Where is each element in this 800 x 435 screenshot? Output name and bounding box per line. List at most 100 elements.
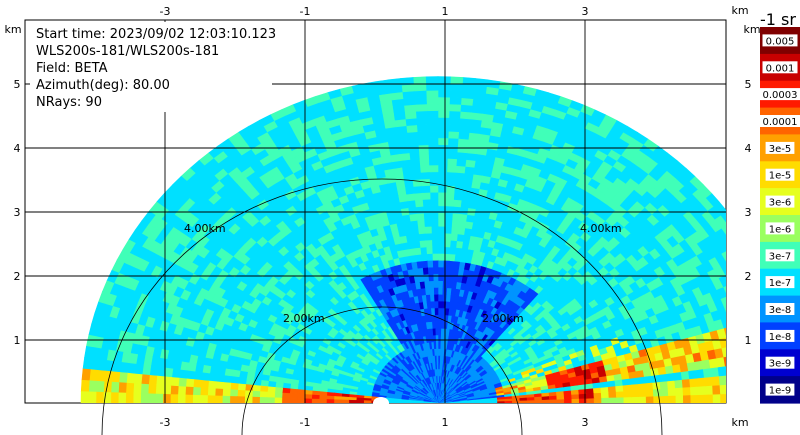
range-gate-cell (214, 395, 223, 403)
range-gate-cell (586, 397, 595, 403)
range-gate-cell (411, 172, 422, 181)
range-gate-cell (425, 239, 433, 248)
range-gate-cell (427, 266, 434, 275)
svg-text:3: 3 (745, 206, 752, 219)
range-gate-cell (447, 266, 454, 275)
range-gate-cell (449, 83, 463, 92)
range-gate-cell (437, 157, 448, 166)
range-gate-cell (433, 293, 439, 302)
range-gate-cell (644, 382, 654, 391)
range-gate-cell (637, 389, 647, 397)
range-gate-cell (742, 311, 752, 323)
range-gate-cell (630, 389, 640, 398)
range-gate-cell (155, 384, 164, 395)
range-gate-cell (682, 386, 692, 396)
range-gate-cell (445, 178, 456, 187)
range-gate-cell (455, 240, 464, 249)
range-gate-cell (236, 389, 246, 398)
range-gate-cell (704, 385, 714, 395)
colorbar-label: 1e-8 (769, 332, 792, 343)
range-gate-cell (461, 83, 475, 93)
range-gate-cell (437, 89, 451, 98)
range-gate-cell (446, 157, 458, 166)
range-gate-cell (689, 386, 699, 396)
range-gate-cell (407, 401, 417, 403)
range-gate-cell (427, 130, 439, 139)
range-gate-cell (414, 103, 428, 112)
range-gate-cell (192, 394, 201, 403)
range-gate-cell (735, 393, 743, 403)
range-gate-cell (147, 393, 156, 403)
range-gate-cell (750, 383, 758, 393)
range-gate-cell (729, 345, 738, 356)
range-gate-cell (742, 383, 750, 393)
colorbar-label: 0.005 (766, 36, 795, 47)
range-gate-cell (416, 124, 428, 133)
range-gate-cell (259, 391, 268, 398)
range-gate-cell (549, 398, 558, 403)
range-gate-cell (437, 327, 442, 336)
range-gate-cell (445, 287, 452, 296)
range-gate-cell (751, 341, 761, 352)
range-gate-cell (177, 394, 186, 403)
range-gate-cell (288, 397, 298, 403)
range-gate-cell (442, 259, 450, 268)
range-gate-cell (437, 266, 444, 275)
range-gate-cell (118, 382, 127, 394)
range-gate-cell (401, 90, 416, 100)
range-gate-cell (534, 399, 543, 403)
range-gate-cell (402, 97, 416, 106)
range-gate-cell (223, 375, 233, 384)
range-gate-cell (355, 400, 365, 403)
colorbar-unit-label: -1 sr (760, 10, 796, 29)
info-start-time: Start time: 2023/09/02 12:03:10.123 (36, 27, 276, 42)
range-gate-cell (296, 398, 305, 403)
range-gate-cell (419, 246, 427, 255)
colorbar-label: 3e-6 (769, 198, 792, 209)
range-gate-cell (723, 356, 726, 367)
range-gate-cell (88, 369, 99, 382)
range-gate-cell (426, 110, 439, 118)
range-gate-cell (214, 388, 224, 397)
range-gate-cell (448, 103, 462, 112)
range-gate-cell (734, 334, 744, 345)
range-gate-cell (747, 250, 759, 263)
ring-label-4km-left: 4.00km (184, 222, 226, 235)
svg-text:1: 1 (745, 334, 752, 347)
range-gate-cell (450, 226, 459, 235)
range-gate-cell (415, 110, 428, 119)
range-gate-cell (410, 165, 421, 174)
range-gate-cell (169, 394, 179, 403)
range-gate-cell (266, 397, 275, 403)
range-gate-cell (719, 262, 726, 276)
range-gate-cell (741, 373, 749, 384)
range-gate-cell (425, 246, 433, 255)
range-gate-cell (728, 247, 740, 260)
range-gate-cell (333, 399, 342, 403)
range-gate-cell (454, 178, 465, 187)
range-gate-cell (281, 392, 290, 399)
range-gate-cell (140, 393, 149, 403)
range-gate-cell (728, 394, 736, 404)
range-gate-cell (437, 293, 443, 302)
range-gate-cell (80, 391, 90, 403)
range-gate-cell (697, 385, 706, 396)
range-gate-cell (449, 246, 457, 255)
range-gate-cell (237, 377, 247, 385)
range-gate-cell (738, 353, 747, 364)
range-gate-cell (734, 230, 747, 243)
range-gate-cell (437, 259, 444, 268)
range-gate-cell (427, 123, 439, 132)
range-gate-cell (199, 387, 209, 396)
range-gate-cell (230, 376, 240, 385)
range-gate-cell (426, 117, 439, 125)
range-gate-cell (722, 285, 726, 294)
range-gate-cell (418, 239, 427, 248)
range-gate-cell (418, 151, 430, 160)
range-gate-cell (111, 371, 121, 383)
range-gate-cell (437, 219, 446, 227)
colorbar-label: 3e-9 (769, 359, 792, 370)
range-gate-cell (215, 374, 225, 383)
range-gate-cell (125, 392, 134, 403)
range-gate-cell (444, 225, 452, 234)
